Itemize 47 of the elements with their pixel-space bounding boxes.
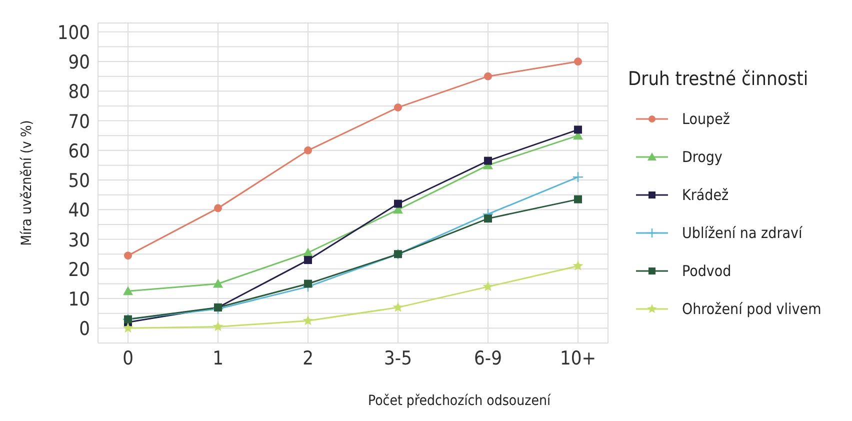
point	[482, 281, 494, 292]
x-tick-label: 2	[302, 347, 314, 370]
point	[302, 315, 314, 326]
y-tick-label: 40	[68, 200, 90, 222]
point	[304, 256, 312, 264]
point	[123, 286, 133, 296]
y-tick-label: 100	[57, 22, 90, 44]
y-tick-label: 70	[68, 110, 90, 133]
point	[213, 278, 223, 288]
y-tick-label: 60	[68, 140, 90, 162]
y-tick-label: 20	[68, 258, 90, 281]
point	[212, 321, 224, 332]
point	[574, 195, 582, 204]
x-axis-title: Počet předchozích odsouzení	[368, 393, 550, 409]
legend-label: Ublížení na zdraví	[682, 224, 802, 242]
point	[304, 280, 312, 288]
y-tick-label: 30	[68, 229, 90, 252]
y-tick-label: 10	[68, 288, 90, 311]
y-tick-label: 90	[68, 52, 90, 74]
x-tick-label: 0	[122, 347, 134, 370]
y-axis-title: Míra uvěznění (v %)	[18, 120, 35, 246]
x-tick-label: 3-5	[384, 347, 412, 370]
point	[124, 252, 132, 260]
legend-label: Krádež	[682, 186, 729, 204]
point	[214, 204, 222, 212]
x-tick-label: 6-9	[474, 347, 502, 370]
y-tick-label: 0	[79, 318, 90, 340]
y-tick-label: 50	[68, 170, 90, 192]
legend-label: Ohrožení pod vlivem	[682, 300, 822, 318]
point	[572, 260, 584, 270]
point	[304, 146, 312, 154]
legend-label: Drogy	[682, 148, 722, 166]
legend-label: Podvod	[682, 262, 732, 280]
point	[392, 302, 404, 312]
point	[484, 72, 492, 80]
y-tick-label: 80	[68, 81, 90, 104]
point	[484, 156, 492, 165]
legend-label: Loupež	[682, 110, 730, 128]
x-tick-label: 1	[212, 347, 224, 370]
point	[484, 214, 492, 223]
point	[394, 200, 402, 208]
point	[394, 103, 402, 112]
point	[122, 322, 134, 333]
x-tick-label: 10+	[560, 347, 596, 370]
legend-title: Druh trestné činnosti	[628, 68, 810, 90]
point	[574, 58, 582, 66]
point	[574, 126, 582, 134]
